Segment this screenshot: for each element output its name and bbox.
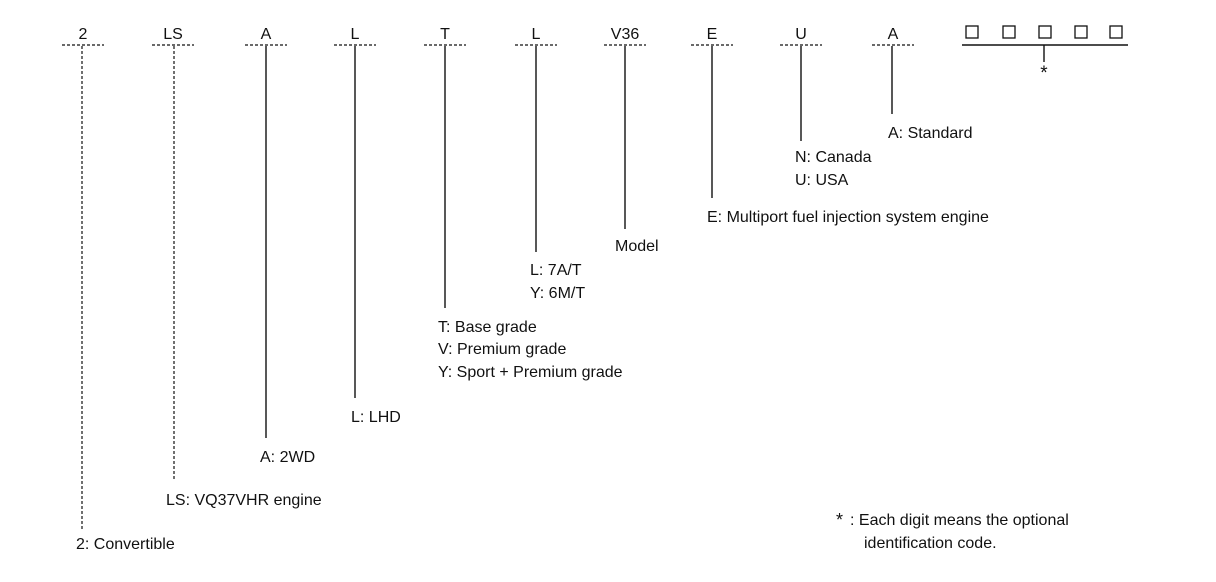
footnote-line-1: : Each digit means the optional (850, 512, 1069, 529)
desc-grade-sport: Y: Sport + Premium grade (438, 364, 623, 381)
footnote-line-2: identification code. (864, 535, 997, 552)
footnote-star: * (836, 510, 843, 530)
optional-digit-box (1074, 25, 1088, 39)
desc-fuel-system: E: Multiport fuel injection system engin… (707, 209, 989, 226)
code-grade: T (440, 26, 450, 43)
desc-steering: L: LHD (351, 409, 401, 426)
desc-drive: A: 2WD (260, 449, 315, 466)
code-body: 2 (79, 26, 88, 43)
desc-grade-premium: V: Premium grade (438, 341, 566, 358)
optional-digit-box (1109, 25, 1123, 39)
leader-lines (81, 46, 893, 530)
optional-digit-box (1038, 25, 1052, 39)
code-spec: A (888, 26, 899, 43)
code-model: V36 (611, 26, 640, 43)
desc-grade-base: T: Base grade (438, 319, 537, 336)
code-destination: U (795, 26, 807, 43)
code-fuel-system: E (707, 26, 718, 43)
desc-transmission-at: L: 7A/T (530, 262, 582, 279)
optional-digit-box (965, 25, 979, 39)
desc-spec: A: Standard (888, 125, 973, 142)
code-drive: A (261, 26, 272, 43)
optional-digit-box (1002, 25, 1016, 39)
code-row: 2 LS A L T L V36 E U A (79, 26, 899, 43)
desc-engine: LS: VQ37VHR engine (166, 492, 322, 509)
code-steering: L (351, 26, 360, 43)
footnote: * : Each digit means the optional identi… (836, 510, 1069, 552)
descriptions: 2: Convertible LS: VQ37VHR engine A: 2WD… (76, 125, 989, 553)
optional-code-star: * (1040, 63, 1048, 84)
code-engine: LS (163, 26, 183, 43)
desc-model: Model (615, 238, 659, 255)
desc-destination-usa: U: USA (795, 172, 849, 189)
desc-body: 2: Convertible (76, 536, 175, 553)
desc-transmission-mt: Y: 6M/T (530, 285, 585, 302)
desc-destination-canada: N: Canada (795, 149, 872, 166)
code-transmission: L (532, 26, 541, 43)
optional-code-group: * (962, 25, 1128, 84)
